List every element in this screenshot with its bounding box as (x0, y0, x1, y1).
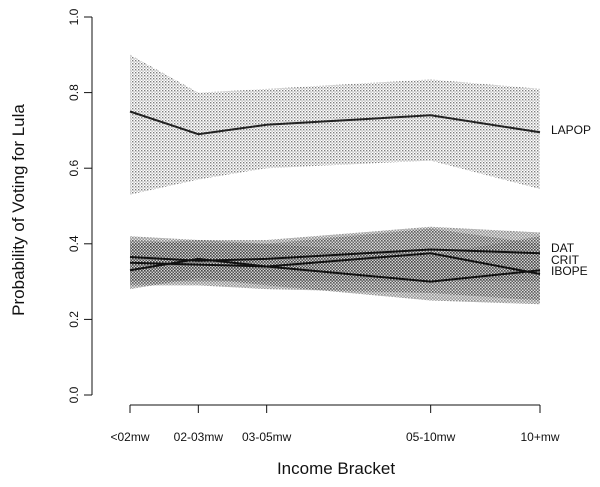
y-tick-label: 0.0 (67, 386, 81, 403)
series-lines (129, 110, 541, 283)
x-tick-label: <02mw (110, 430, 149, 444)
confidence-bands (130, 54, 540, 305)
x-tick-label: 10+mw (520, 430, 559, 444)
y-ticks: 0.0 0.2 0.4 0.6 0.8 1.0 (67, 8, 92, 403)
series-label-ibope: IBOPE (551, 264, 588, 278)
y-tick-label: 1.0 (67, 8, 81, 25)
confidence-band-ibope (130, 236, 540, 305)
x-ticks: <02mw 02-03mw 03-05mw 05-10mw 10+mw (110, 405, 560, 444)
confidence-band-lapop (130, 54, 540, 195)
x-tick-label: 05-10mw (406, 430, 456, 444)
series-line-lapop (129, 110, 541, 136)
series-label-lapop: LAPOP (551, 123, 591, 137)
series-label-crit: CRIT (551, 253, 580, 267)
series-line-ibope (129, 257, 541, 283)
x-tick-label: 02-03mw (174, 430, 224, 444)
y-tick-label: 0.8 (67, 84, 81, 101)
series-label-dat: DAT (551, 241, 575, 255)
y-tick-label: 0.4 (67, 235, 81, 252)
x-tick-label: 03-05mw (242, 430, 292, 444)
x-axis-title: Income Bracket (277, 459, 395, 478)
y-tick-label: 0.6 (67, 160, 81, 177)
y-tick-label: 0.2 (67, 311, 81, 328)
series-line-dat (129, 248, 541, 262)
y-axis-title: Probability of Voting for Lula (9, 104, 28, 316)
